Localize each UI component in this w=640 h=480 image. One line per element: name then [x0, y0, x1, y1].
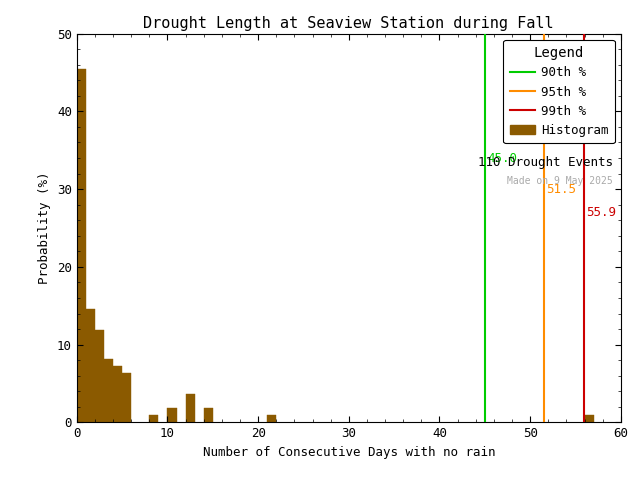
Text: 110 Drought Events: 110 Drought Events [477, 156, 612, 169]
Bar [149, 415, 158, 422]
X-axis label: Number of Consecutive Days with no rain: Number of Consecutive Days with no rain [202, 446, 495, 459]
Bar [95, 331, 104, 422]
Bar [584, 415, 594, 422]
Legend: 90th %, 95th %, 99th %, Histogram: 90th %, 95th %, 99th %, Histogram [503, 40, 614, 144]
Text: 51.5: 51.5 [547, 183, 577, 196]
Y-axis label: Probability (%): Probability (%) [38, 172, 51, 284]
Bar [168, 408, 177, 422]
Bar [186, 394, 195, 422]
Bar [86, 309, 95, 422]
Title: Drought Length at Seaview Station during Fall: Drought Length at Seaview Station during… [143, 16, 554, 31]
Text: 45.0: 45.0 [488, 152, 518, 165]
Bar [204, 408, 212, 422]
Text: Made on 9 May 2025: Made on 9 May 2025 [507, 176, 612, 185]
Bar [113, 366, 122, 422]
Bar [122, 373, 131, 422]
Text: 55.9: 55.9 [586, 206, 616, 219]
Bar [77, 69, 86, 422]
Bar [104, 359, 113, 422]
Bar [268, 415, 276, 422]
